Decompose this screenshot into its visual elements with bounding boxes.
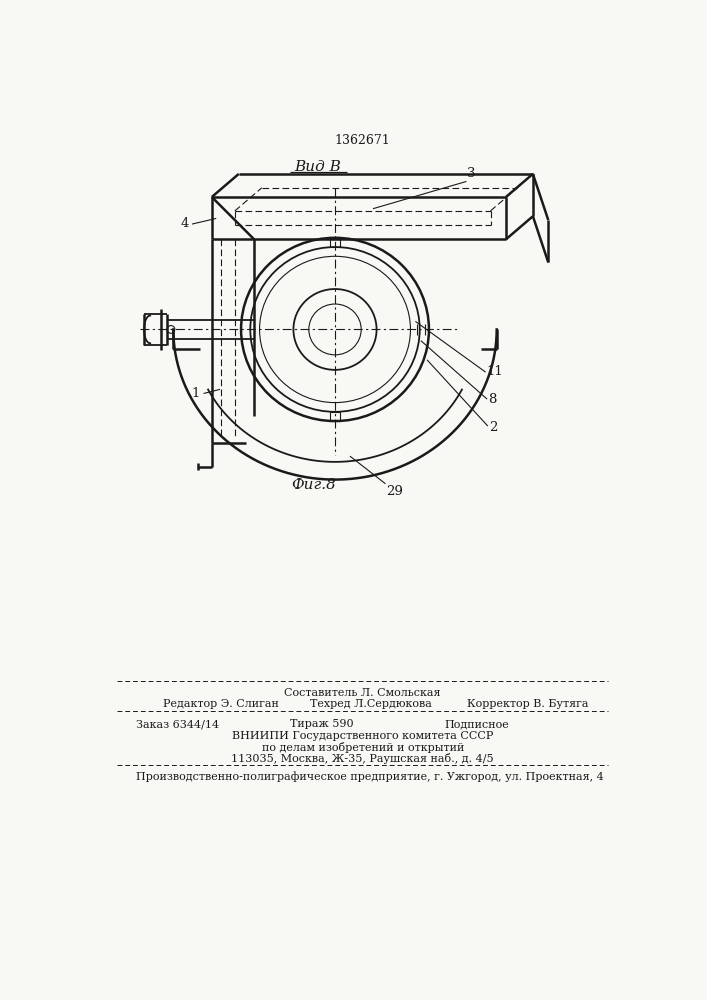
Text: 8: 8 <box>489 393 496 406</box>
Text: Составитель Л. Смольская: Составитель Л. Смольская <box>284 688 441 698</box>
Text: 3: 3 <box>467 167 476 180</box>
Text: 1: 1 <box>192 387 200 400</box>
Text: 113035, Москва, Ж-35, Раушская наб., д. 4/5: 113035, Москва, Ж-35, Раушская наб., д. … <box>231 753 494 764</box>
Text: 1362671: 1362671 <box>335 134 390 147</box>
Text: Вид В: Вид В <box>295 160 341 174</box>
Text: Корректор В. Бутяга: Корректор В. Бутяга <box>467 699 589 709</box>
Text: Производственно-полиграфическое предприятие, г. Ужгород, ул. Проектная, 4: Производственно-полиграфическое предприя… <box>136 771 604 782</box>
Text: 11: 11 <box>486 365 503 378</box>
Text: Фиг.8: Фиг.8 <box>291 478 336 492</box>
Text: 29: 29 <box>387 485 404 498</box>
Text: по делам изобретений и открытий: по делам изобретений и открытий <box>262 742 464 753</box>
Text: 4: 4 <box>180 217 189 230</box>
Text: 2: 2 <box>489 421 498 434</box>
Text: Редактор Э. Слиган: Редактор Э. Слиган <box>163 699 279 709</box>
Text: Техред Л.Сердюкова: Техред Л.Сердюкова <box>310 699 431 709</box>
Text: Заказ 6344/14: Заказ 6344/14 <box>136 719 219 729</box>
Text: Подписное: Подписное <box>444 719 509 729</box>
Text: ВНИИПИ Государственного комитета СССР: ВНИИПИ Государственного комитета СССР <box>232 731 493 741</box>
Text: Тираж 590: Тираж 590 <box>291 719 354 729</box>
